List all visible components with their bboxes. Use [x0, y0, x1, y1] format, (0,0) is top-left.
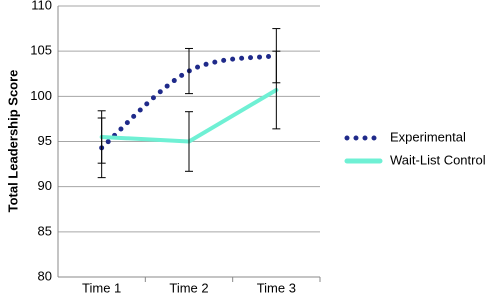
legend-label: Wait-List Control [390, 152, 486, 167]
y-tick-label: 80 [38, 268, 52, 283]
y-tick-label: 105 [30, 43, 52, 58]
x-tick-label: Time 1 [82, 280, 121, 295]
y-tick-label: 85 [38, 223, 52, 238]
legend-label: Experimental [390, 129, 466, 144]
y-axis-title: Total Leadership Score [5, 70, 20, 213]
y-tick-label: 100 [30, 88, 52, 103]
y-tick-label: 90 [38, 178, 52, 193]
x-tick-label: Time 2 [169, 280, 208, 295]
x-tick-label: Time 3 [257, 280, 296, 295]
y-tick-label: 110 [31, 0, 52, 12]
y-tick-label: 95 [38, 133, 52, 148]
